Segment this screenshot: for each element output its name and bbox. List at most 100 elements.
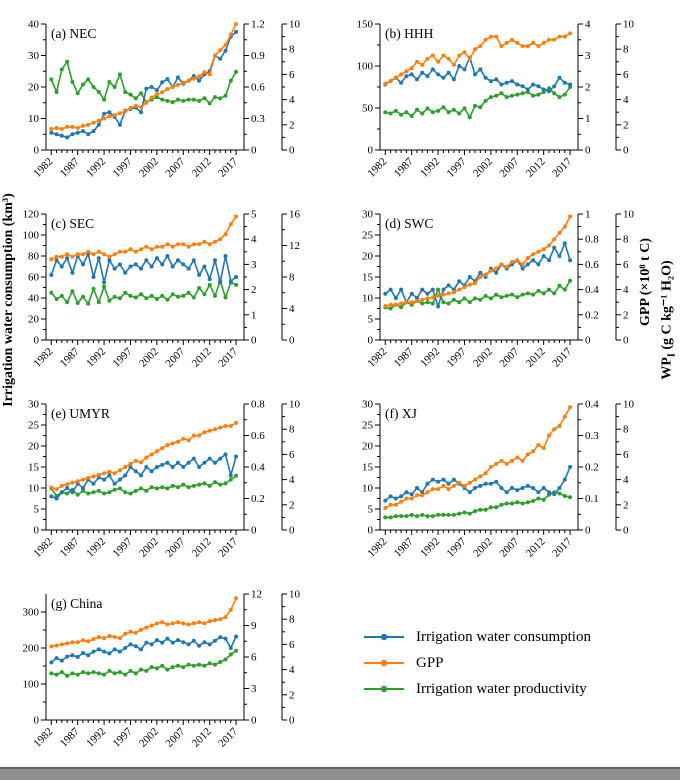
svg-text:2002: 2002	[137, 726, 161, 750]
data-point	[128, 642, 133, 647]
data-point	[467, 275, 472, 279]
data-point	[117, 111, 122, 116]
svg-text:100: 100	[23, 679, 40, 691]
data-point	[128, 293, 133, 298]
data-point	[112, 85, 117, 89]
data-point	[457, 287, 462, 292]
data-point	[531, 292, 536, 297]
data-point	[520, 486, 525, 490]
data-point	[181, 482, 186, 487]
data-point	[436, 59, 441, 64]
data-point	[531, 258, 536, 263]
data-point	[191, 295, 196, 300]
data-point	[59, 670, 64, 675]
data-point	[81, 488, 85, 493]
data-point	[117, 249, 122, 254]
svg-text:1997: 1997	[111, 345, 135, 369]
data-point	[457, 64, 462, 68]
data-point	[191, 242, 196, 247]
data-point	[568, 405, 573, 410]
data-point	[234, 420, 239, 425]
data-point	[547, 433, 551, 438]
data-point	[59, 293, 64, 298]
series-iwc	[383, 465, 573, 503]
svg-text:5: 5	[368, 504, 374, 516]
data-point	[415, 493, 419, 498]
data-point	[107, 651, 112, 656]
svg-text:4: 4	[623, 94, 629, 106]
data-point	[139, 105, 143, 109]
svg-text:8: 8	[623, 234, 629, 246]
svg-text:0.2: 0.2	[585, 309, 599, 321]
data-point	[557, 230, 562, 235]
data-point	[176, 75, 180, 80]
svg-text:10: 10	[289, 399, 301, 411]
data-point	[441, 483, 446, 488]
data-point	[525, 500, 530, 505]
data-point	[399, 287, 404, 292]
data-point	[154, 256, 159, 261]
data-point	[515, 40, 520, 45]
data-point	[107, 258, 112, 263]
data-point	[536, 496, 541, 501]
data-point	[446, 301, 451, 306]
data-point	[160, 80, 165, 85]
data-point	[457, 53, 462, 58]
data-point	[149, 95, 154, 100]
data-point	[415, 486, 419, 490]
data-point	[388, 78, 393, 83]
data-point	[520, 91, 525, 96]
svg-text:50: 50	[362, 103, 374, 115]
data-point	[409, 492, 414, 497]
svg-text:30: 30	[362, 399, 374, 411]
data-point	[59, 127, 64, 131]
data-point	[504, 40, 509, 45]
data-point	[59, 264, 64, 269]
svg-text:1992: 1992	[84, 346, 108, 370]
data-point	[562, 224, 567, 229]
axes	[375, 213, 621, 345]
data-point	[170, 244, 175, 249]
svg-text:3: 3	[251, 683, 257, 695]
data-point	[430, 301, 435, 306]
data-point	[54, 656, 59, 661]
data-point	[70, 480, 75, 485]
data-point	[409, 72, 414, 77]
data-point	[483, 272, 488, 277]
series-iwc	[49, 29, 239, 140]
svg-text:1: 1	[585, 113, 591, 125]
data-point	[139, 667, 143, 672]
data-point	[165, 486, 170, 491]
data-point	[65, 252, 70, 257]
svg-text:3: 3	[585, 50, 591, 62]
svg-text:2017: 2017	[216, 345, 240, 369]
data-point	[86, 249, 91, 254]
data-point	[75, 126, 80, 130]
svg-text:30: 30	[28, 50, 40, 62]
data-point	[54, 643, 59, 648]
data-point	[75, 492, 80, 497]
data-point	[176, 620, 180, 625]
data-point	[478, 67, 483, 72]
data-point	[436, 512, 441, 517]
data-point	[557, 254, 562, 258]
series-wp	[49, 59, 239, 106]
data-point	[234, 473, 239, 478]
data-point	[102, 477, 107, 482]
data-point	[467, 511, 472, 516]
data-point	[557, 486, 562, 490]
data-point	[451, 512, 456, 517]
data-point	[441, 53, 446, 58]
svg-text:40: 40	[28, 19, 40, 31]
data-point	[197, 286, 202, 290]
data-point	[176, 97, 180, 102]
data-point	[441, 105, 446, 110]
data-point	[415, 514, 419, 519]
data-point	[425, 490, 430, 495]
data-point	[181, 465, 186, 469]
data-point	[128, 465, 133, 469]
svg-text:2002: 2002	[137, 346, 161, 370]
data-point	[133, 488, 138, 493]
data-point	[425, 74, 430, 79]
data-point	[462, 106, 467, 111]
